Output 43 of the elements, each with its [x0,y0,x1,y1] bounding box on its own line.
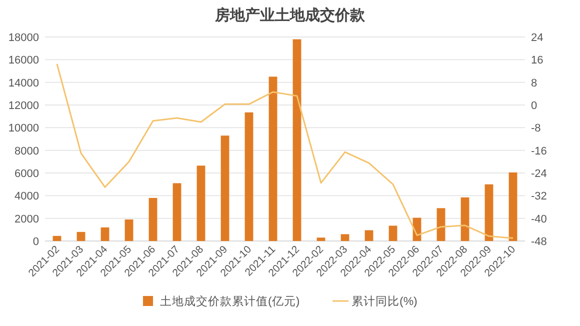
y2-tick-label: -48 [531,236,547,248]
bar [340,234,350,241]
y-tick-label: 8000 [14,145,39,158]
bar [268,76,278,241]
bar [148,198,158,241]
bar [100,227,110,241]
y2-tick-label: -16 [531,145,547,158]
bar [460,197,470,241]
y-tick-label: 12000 [8,100,39,112]
legend-label: 土地成交价款累计值(亿元) [160,294,300,308]
y-tick-label: 6000 [14,168,39,180]
y-tick-label: 14000 [8,77,39,90]
y2-tick-label: -32 [531,190,547,203]
y-tick-label: 4000 [14,190,39,203]
line-series [56,63,514,239]
y2-tick-label: -24 [531,168,547,180]
bar [76,232,86,241]
bar [124,219,134,241]
bar [196,166,206,241]
y2-tick-label: -8 [531,122,541,135]
bar [484,184,494,241]
y-tick-label: 2000 [14,213,39,226]
y2-tick-label: 24 [531,32,544,44]
legend-label: 累计同比(%) [352,295,418,308]
bar [292,39,302,241]
bar [508,172,518,241]
chart-title: 房地产业土地成交价款 [214,6,366,24]
y-tick-label: 16000 [8,54,39,67]
y2-tick-label: 8 [531,77,538,90]
bar [52,236,62,241]
bar [220,136,230,241]
bar [172,183,182,241]
y2-tick-label: 0 [531,100,538,112]
bar [364,230,374,241]
y-tick-label: 0 [32,236,39,248]
bar [436,208,446,241]
y-tick-label: 18000 [8,32,39,44]
bar [244,112,254,241]
bar [316,238,326,241]
y2-tick-label: 16 [531,54,544,67]
bar [388,226,398,241]
y2-tick-label: -40 [531,213,547,226]
y-tick-label: 10000 [8,122,39,135]
